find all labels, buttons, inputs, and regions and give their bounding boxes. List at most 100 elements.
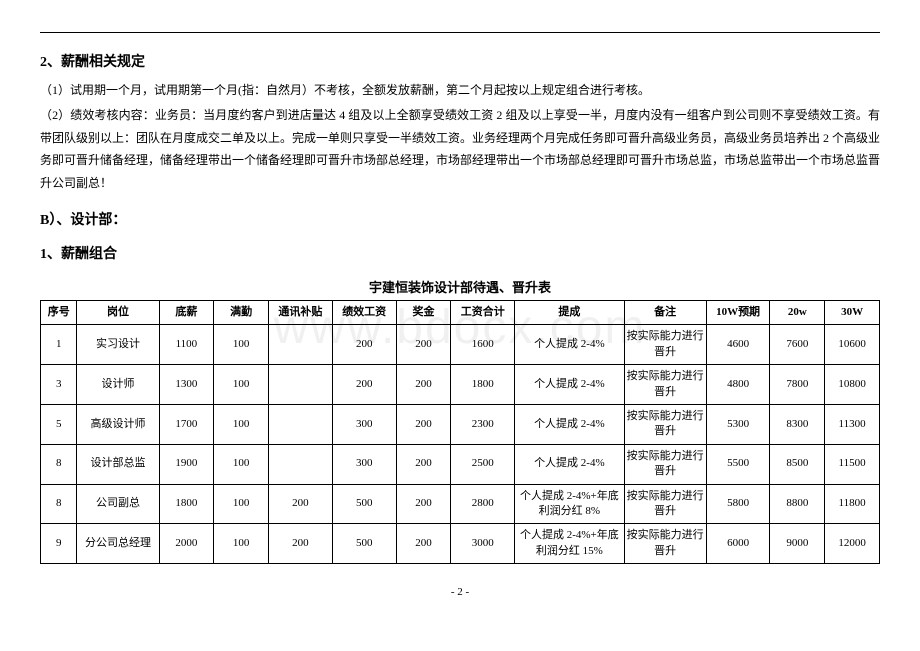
table-cell: 200 (396, 524, 451, 564)
table-cell: 按实际能力进行晋升 (624, 444, 706, 484)
table-cell: 1700 (159, 404, 214, 444)
table-cell: 6000 (706, 524, 770, 564)
table-cell: 8300 (770, 404, 825, 444)
table-header-cell: 岗位 (77, 300, 159, 324)
table-cell: 200 (396, 404, 451, 444)
table-cell: 100 (214, 444, 269, 484)
table-cell: 按实际能力进行晋升 (624, 325, 706, 365)
page-number: - 2 - (40, 586, 880, 598)
table-header-row: 序号岗位底薪满勤通讯补贴绩效工资奖金工资合计提成备注10W预期20w30W (41, 300, 880, 324)
table-row: 8公司副总18001002005002002800个人提成 2-4%+年底利润分… (41, 484, 880, 524)
table-cell: 200 (268, 524, 332, 564)
table-header-cell: 10W预期 (706, 300, 770, 324)
table-cell: 100 (214, 404, 269, 444)
table-cell: 100 (214, 325, 269, 365)
table-cell: 7800 (770, 365, 825, 405)
table-header-cell: 序号 (41, 300, 77, 324)
table-row: 8设计部总监1900100 3002002500个人提成 2-4%按实际能力进行晋… (41, 444, 880, 484)
table-header-cell: 提成 (515, 300, 624, 324)
table-cell: 个人提成 2-4%+年底利润分红 15% (515, 524, 624, 564)
table-cell (268, 444, 332, 484)
table-cell: 个人提成 2-4% (515, 365, 624, 405)
table-cell (268, 325, 332, 365)
table-cell: 500 (332, 524, 396, 564)
table-cell: 3 (41, 365, 77, 405)
table-cell: 2800 (451, 484, 515, 524)
table-cell: 8800 (770, 484, 825, 524)
section2-p2: （2）绩效考核内容：业务员：当月度约客户到进店量达 4 组及以上全额享受绩效工资… (40, 104, 880, 195)
table-header-cell: 30W (825, 300, 880, 324)
table-header-cell: 20w (770, 300, 825, 324)
table-cell: 12000 (825, 524, 880, 564)
top-divider (40, 32, 880, 33)
table-row: 1实习设计11001002002001600个人提成 2-4%按实际能力进行晋升… (41, 325, 880, 365)
table-cell: 2300 (451, 404, 515, 444)
table-cell: 设计部总监 (77, 444, 159, 484)
table-cell: 300 (332, 404, 396, 444)
table-header-cell: 工资合计 (451, 300, 515, 324)
table-cell: 5 (41, 404, 77, 444)
table-cell: 5800 (706, 484, 770, 524)
table-cell: 500 (332, 484, 396, 524)
salary-table: 序号岗位底薪满勤通讯补贴绩效工资奖金工资合计提成备注10W预期20w30W 1实… (40, 300, 880, 564)
table-row: 5高级设计师1700100 3002002300个人提成 2-4%按实际能力进行晋… (41, 404, 880, 444)
table-row: 3设计师13001002002001800个人提成 2-4%按实际能力进行晋升4… (41, 365, 880, 405)
sectionB-subheading: 1、薪酬组合 (40, 243, 880, 263)
table-cell: 9000 (770, 524, 825, 564)
table-cell: 200 (332, 325, 396, 365)
table-cell: 按实际能力进行晋升 (624, 365, 706, 405)
table-cell: 5300 (706, 404, 770, 444)
table-cell: 分公司总经理 (77, 524, 159, 564)
table-row: 9分公司总经理20001002005002003000个人提成 2-4%+年底利… (41, 524, 880, 564)
table-header-cell: 满勤 (214, 300, 269, 324)
table-cell: 11300 (825, 404, 880, 444)
table-cell: 按实际能力进行晋升 (624, 524, 706, 564)
table-cell: 100 (214, 524, 269, 564)
table-cell: 1600 (451, 325, 515, 365)
table-cell: 按实际能力进行晋升 (624, 404, 706, 444)
table-cell: 1 (41, 325, 77, 365)
table-cell: 按实际能力进行晋升 (624, 484, 706, 524)
table-cell: 8500 (770, 444, 825, 484)
table-cell: 200 (396, 484, 451, 524)
table-header-cell: 通讯补贴 (268, 300, 332, 324)
table-cell: 1900 (159, 444, 214, 484)
table-cell: 200 (268, 484, 332, 524)
table-body: 1实习设计11001002002001600个人提成 2-4%按实际能力进行晋升… (41, 325, 880, 564)
table-cell: 5500 (706, 444, 770, 484)
table-cell: 个人提成 2-4% (515, 325, 624, 365)
sectionB-heading: B）、设计部： (40, 209, 880, 229)
table-cell: 1300 (159, 365, 214, 405)
section2-p1: （1）试用期一个月，试用期第一个月(指：自然月）不考核，全额发放薪酬，第二个月起… (40, 79, 880, 102)
table-cell: 个人提成 2-4% (515, 444, 624, 484)
table-cell: 8 (41, 484, 77, 524)
section2-heading: 2、薪酬相关规定 (40, 51, 880, 71)
table-cell: 4600 (706, 325, 770, 365)
table-cell: 200 (396, 444, 451, 484)
table-cell: 个人提成 2-4% (515, 404, 624, 444)
table-cell: 11800 (825, 484, 880, 524)
table-cell (268, 404, 332, 444)
table-cell: 2000 (159, 524, 214, 564)
table-header-cell: 绩效工资 (332, 300, 396, 324)
table-cell: 7600 (770, 325, 825, 365)
table-cell: 1100 (159, 325, 214, 365)
table-cell (268, 365, 332, 405)
table-cell: 8 (41, 444, 77, 484)
table-cell: 300 (332, 444, 396, 484)
table-cell: 高级设计师 (77, 404, 159, 444)
table-cell: 100 (214, 484, 269, 524)
table-cell: 4800 (706, 365, 770, 405)
table-cell: 个人提成 2-4%+年底利润分红 8% (515, 484, 624, 524)
table-cell: 200 (396, 325, 451, 365)
table-header-cell: 备注 (624, 300, 706, 324)
table-cell: 3000 (451, 524, 515, 564)
table-cell: 设计师 (77, 365, 159, 405)
table-cell: 100 (214, 365, 269, 405)
table-header-cell: 底薪 (159, 300, 214, 324)
table-cell: 9 (41, 524, 77, 564)
table-cell: 11500 (825, 444, 880, 484)
table-cell: 2500 (451, 444, 515, 484)
table-header-cell: 奖金 (396, 300, 451, 324)
table-cell: 200 (396, 365, 451, 405)
